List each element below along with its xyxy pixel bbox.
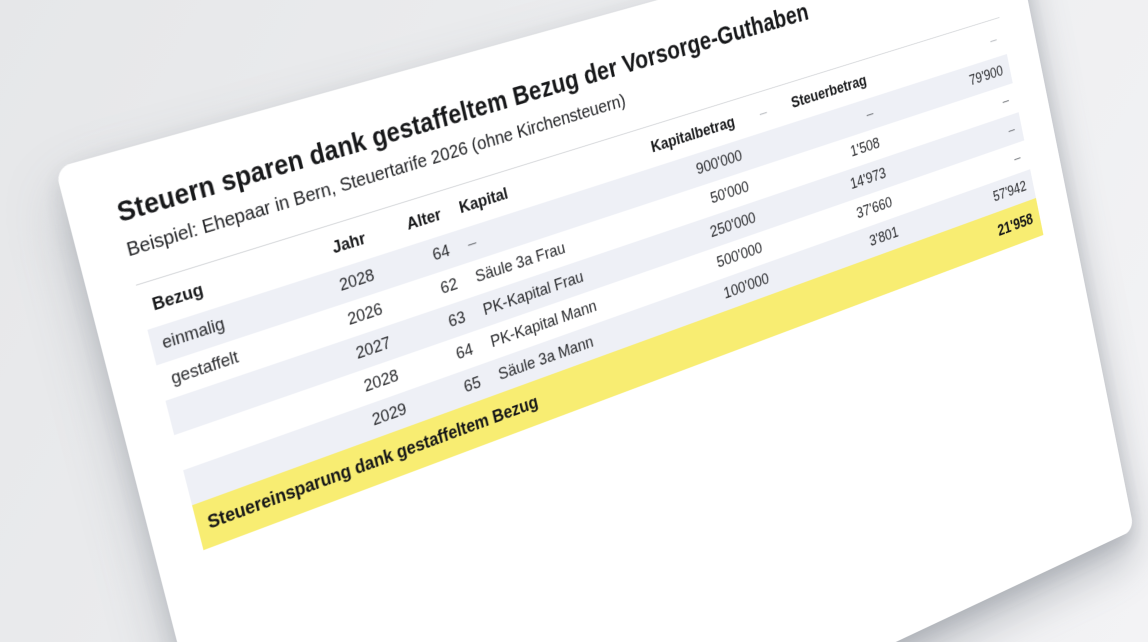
tax-comparison-table: Bezug Jahr Alter Kapital Kapitalbetrag –… [136,17,1044,551]
header-separator-dash: – [757,102,769,123]
tax-comparison-card: Steuern sparen dank gestaffeltem Bezug d… [55,0,1135,642]
